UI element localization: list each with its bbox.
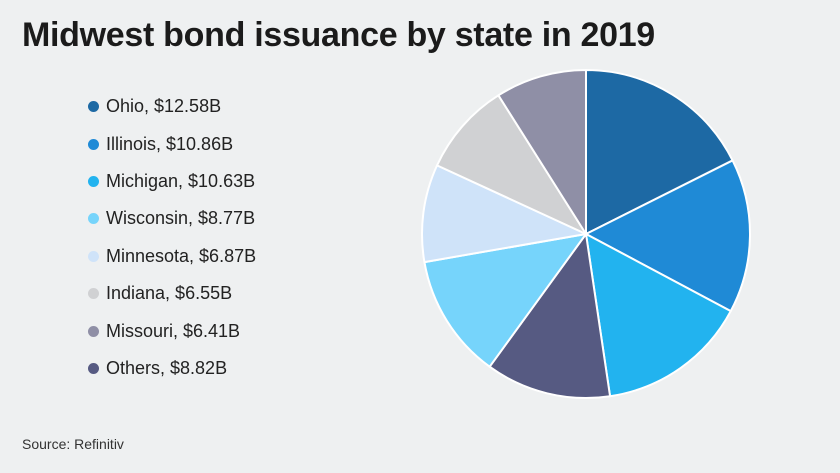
legend-swatch: [88, 362, 99, 374]
legend-swatch: [88, 175, 99, 187]
legend-label: Illinois, $10.86B: [106, 133, 234, 154]
pie-slice-illinois: [585, 159, 751, 313]
legend-label: Michigan, $10.63B: [106, 170, 256, 191]
legend-label: Ohio, $12.58B: [106, 96, 222, 117]
legend-swatch: [88, 288, 99, 300]
legend-swatch: [88, 325, 99, 337]
pie-chart: [421, 69, 751, 399]
pie-slice-others: [488, 233, 612, 399]
legend-item: Wisconsin, $8.77B: [88, 200, 256, 237]
legend-item: Michigan, $10.63B: [88, 163, 256, 200]
legend-label: Others, $8.82B: [106, 357, 228, 378]
chart-title: Midwest bond issuance by state in 2019: [22, 16, 655, 54]
pie-slice-minnesota: [421, 164, 587, 264]
pie-slice-indiana: [436, 94, 587, 235]
legend-item: Indiana, $6.55B: [88, 275, 256, 312]
legend-label: Indiana, $6.55B: [106, 283, 233, 304]
pie-slice-missouri: [497, 69, 587, 235]
chart-legend: Ohio, $12.58B Illinois, $10.86B Michigan, …: [88, 88, 256, 387]
pie-slice-ohio: [585, 69, 734, 235]
legend-item: Ohio, $12.58B: [88, 88, 256, 125]
legend-item: Missouri, $6.41B: [88, 312, 256, 349]
legend-item: Others, $8.82B: [88, 350, 256, 387]
pie-slice-michigan: [585, 233, 732, 398]
legend-label: Minnesota, $6.87B: [106, 245, 257, 266]
legend-label: Wisconsin, $8.77B: [106, 208, 256, 229]
legend-swatch: [88, 250, 99, 262]
legend-swatch: [88, 138, 99, 150]
legend-swatch: [88, 213, 99, 225]
pie-slice-wisconsin: [423, 233, 587, 368]
legend-label: Missouri, $6.41B: [106, 320, 241, 341]
legend-swatch: [88, 101, 99, 113]
source-note: Source: Refinitiv: [22, 436, 124, 452]
legend-item: Illinois, $10.86B: [88, 125, 256, 162]
legend-item: Minnesota, $6.87B: [88, 238, 256, 275]
